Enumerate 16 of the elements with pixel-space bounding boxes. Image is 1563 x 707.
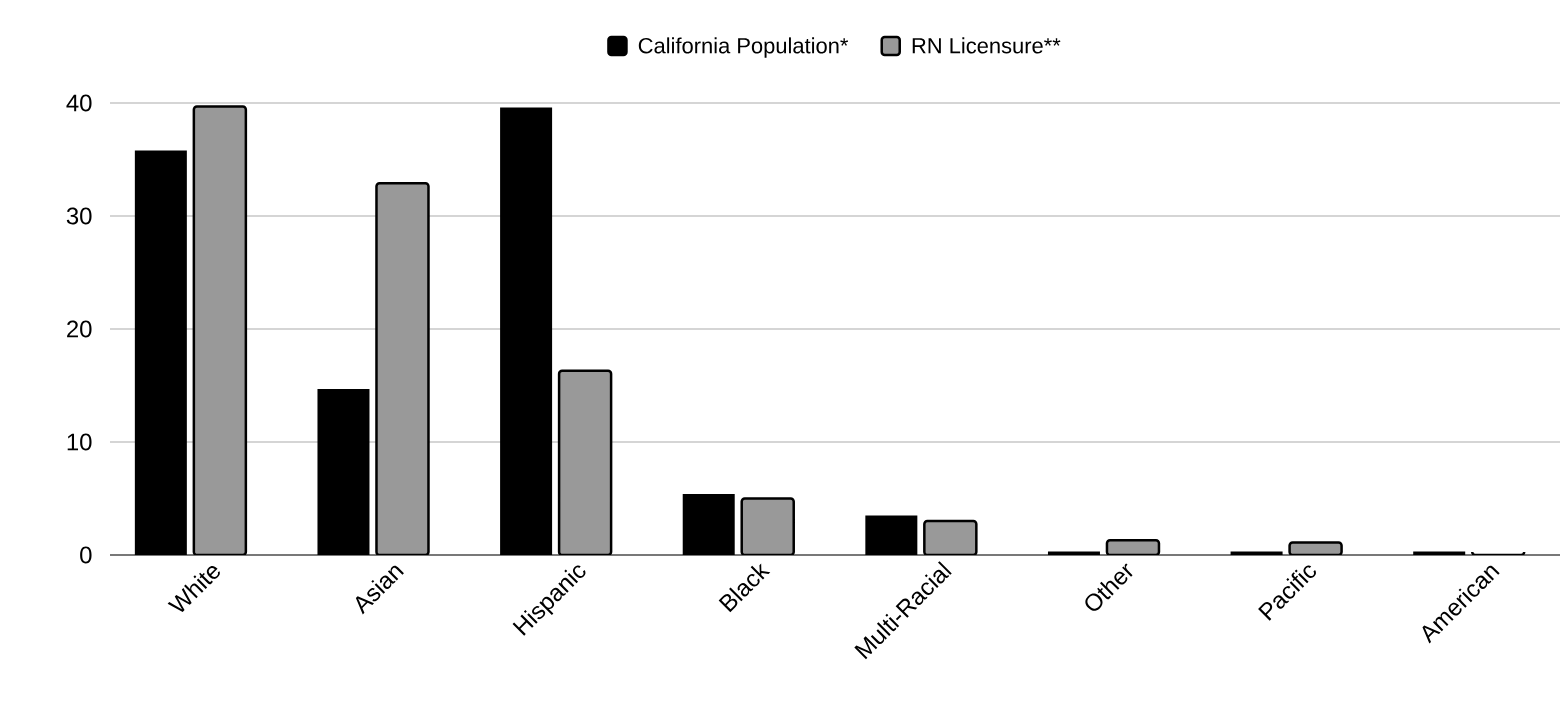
bar [865,515,918,555]
legend-label: RN Licensure** [912,37,1061,54]
bar [134,150,187,555]
bar [557,369,613,555]
y-tick-label: 10 [67,433,92,451]
bar [682,493,735,555]
y-tick-label: 40 [66,94,92,112]
bar [500,107,553,555]
bar [317,388,370,555]
bar [375,181,430,555]
y-tick-label: 30 [66,207,92,225]
legend-label: California Population* [638,37,849,58]
y-tick-label: 20 [67,320,92,338]
bar [740,497,795,555]
bar [192,105,248,555]
y-tick-label: 0 [80,546,92,564]
